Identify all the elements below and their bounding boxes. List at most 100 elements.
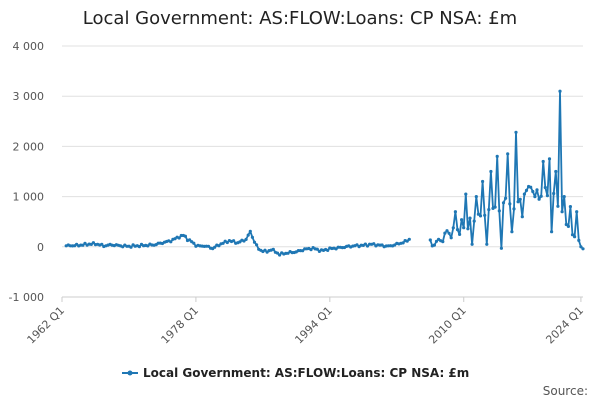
data-point[interactable] (183, 234, 187, 238)
data-point[interactable] (244, 237, 248, 241)
data-point[interactable] (434, 239, 439, 243)
data-point[interactable] (464, 192, 468, 196)
data-point[interactable] (550, 230, 554, 234)
data-point[interactable] (478, 214, 483, 218)
data-point[interactable] (508, 202, 512, 206)
data-point[interactable] (489, 169, 493, 174)
data-point[interactable] (447, 231, 451, 235)
data-point[interactable] (481, 179, 485, 184)
data-point[interactable] (541, 159, 545, 164)
data-point[interactable] (278, 253, 282, 257)
data-point[interactable] (501, 201, 506, 205)
data-point[interactable] (213, 245, 217, 249)
data-point[interactable] (573, 235, 577, 239)
data-point[interactable] (554, 169, 558, 174)
data-point[interactable] (365, 244, 370, 248)
data-point[interactable] (455, 228, 460, 232)
data-point[interactable] (566, 224, 571, 228)
data-point[interactable] (301, 249, 305, 253)
data-point[interactable] (405, 239, 409, 243)
data-point[interactable] (445, 229, 449, 233)
data-point[interactable] (188, 238, 192, 242)
data-point[interactable] (309, 248, 313, 252)
data-point[interactable] (441, 240, 445, 244)
data-point[interactable] (531, 189, 535, 194)
data-point[interactable] (462, 226, 466, 230)
data-point[interactable] (468, 216, 472, 220)
data-point[interactable] (581, 247, 585, 251)
data-point[interactable] (556, 204, 560, 208)
data-point[interactable] (547, 157, 552, 161)
data-point[interactable] (552, 191, 556, 196)
data-point[interactable] (177, 236, 181, 240)
data-point[interactable] (221, 241, 225, 245)
data-point[interactable] (81, 243, 85, 247)
data-point[interactable] (100, 242, 104, 246)
data-point[interactable] (407, 237, 411, 241)
data-point[interactable] (137, 245, 141, 249)
data-point[interactable] (443, 231, 447, 235)
data-point[interactable] (575, 210, 579, 214)
data-point[interactable] (562, 195, 566, 199)
data-point[interactable] (558, 89, 562, 93)
data-point[interactable] (315, 247, 319, 251)
data-point[interactable] (485, 242, 489, 246)
data-point[interactable] (453, 210, 457, 214)
data-point[interactable] (564, 222, 568, 227)
data-point[interactable] (537, 197, 541, 201)
data-point[interactable] (263, 248, 267, 252)
data-point[interactable] (510, 230, 514, 234)
data-point[interactable] (472, 219, 476, 223)
data-point[interactable] (355, 243, 359, 247)
data-point[interactable] (428, 238, 432, 242)
data-point[interactable] (543, 185, 547, 190)
data-point[interactable] (474, 195, 478, 199)
data-point[interactable] (206, 244, 211, 248)
data-point[interactable] (232, 239, 236, 243)
data-point[interactable] (83, 241, 87, 245)
data-point[interactable] (466, 227, 470, 231)
data-point[interactable] (579, 245, 583, 249)
data-point[interactable] (499, 246, 503, 250)
data-point[interactable] (514, 130, 518, 134)
data-point[interactable] (545, 194, 550, 198)
data-point[interactable] (539, 194, 543, 198)
data-point[interactable] (568, 205, 573, 209)
data-point[interactable] (326, 248, 330, 252)
data-point[interactable] (225, 240, 229, 245)
data-point[interactable] (401, 241, 405, 245)
data-point[interactable] (533, 195, 537, 199)
data-point[interactable] (169, 240, 173, 244)
data-point[interactable] (363, 242, 367, 246)
data-point[interactable] (570, 233, 575, 237)
data-point[interactable] (146, 244, 150, 248)
data-point[interactable] (487, 208, 491, 212)
data-point[interactable] (524, 188, 529, 192)
data-point[interactable] (520, 215, 524, 219)
data-point[interactable] (271, 247, 275, 251)
data-point[interactable] (372, 242, 376, 246)
data-point[interactable] (516, 200, 520, 204)
data-point[interactable] (246, 233, 250, 237)
data-point[interactable] (504, 196, 508, 200)
data-point[interactable] (535, 188, 539, 192)
data-point[interactable] (252, 240, 257, 244)
data-point[interactable] (217, 244, 221, 248)
data-point[interactable] (470, 242, 474, 246)
data-point[interactable] (250, 235, 254, 239)
data-point[interactable] (129, 245, 133, 249)
data-point[interactable] (255, 243, 259, 247)
data-point[interactable] (483, 213, 487, 217)
data-point[interactable] (458, 232, 462, 236)
data-point[interactable] (497, 209, 501, 213)
data-point[interactable] (512, 207, 516, 211)
data-point[interactable] (560, 210, 564, 214)
data-point[interactable] (577, 238, 581, 242)
data-point[interactable] (506, 152, 510, 156)
data-point[interactable] (493, 205, 497, 209)
data-point[interactable] (432, 243, 436, 247)
data-point[interactable] (248, 229, 252, 233)
data-point[interactable] (275, 251, 280, 255)
data-point[interactable] (451, 226, 455, 230)
data-point[interactable] (518, 197, 522, 201)
